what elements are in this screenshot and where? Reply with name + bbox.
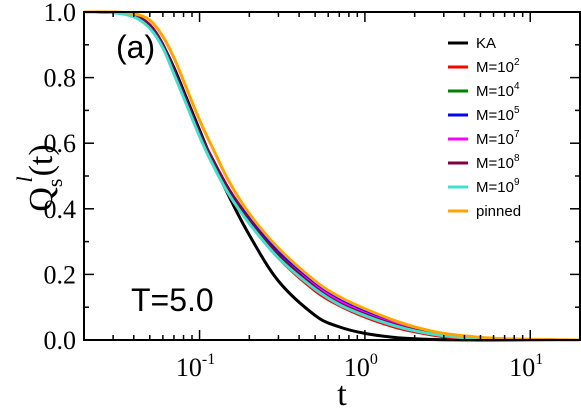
y-axis-label-sup: l	[12, 176, 37, 182]
legend-entry-exponent: 4	[514, 81, 520, 92]
legend-entry: M=102	[476, 57, 520, 76]
x-tick-label: 10-1	[176, 351, 215, 382]
legend-entry-label: M=10	[476, 59, 514, 76]
legend-entry-label: M=10	[476, 83, 514, 100]
legend-entry-exponent: 5	[514, 105, 520, 116]
x-tick-label-base: 10	[509, 353, 535, 382]
legend-entry-label: M=10	[476, 179, 514, 196]
legend-entry-exponent: 7	[514, 129, 520, 140]
y-tick-label: 0.6	[44, 129, 77, 158]
legend-entry-label: pinned	[476, 203, 521, 220]
legend-entry: M=107	[476, 129, 520, 148]
y-axis-label: Qsl(t)	[12, 144, 67, 211]
legend-entry-exponent: 2	[514, 57, 520, 68]
x-axis-label: t	[337, 376, 347, 410]
y-tick-label: 0.4	[44, 195, 77, 224]
x-tick-label-exponent: 0	[370, 351, 378, 368]
y-axis-label-base: Q	[23, 187, 60, 212]
x-tick-label-exponent: -1	[202, 351, 215, 368]
legend-entry: M=108	[476, 153, 520, 172]
legend-entry-label: M=10	[476, 131, 514, 148]
series-curves	[83, 10, 581, 342]
legend-entry: M=109	[476, 177, 520, 196]
panel-label: (a)	[116, 29, 155, 65]
legend-entry-label: M=10	[476, 107, 514, 124]
legend-entry-label: M=10	[476, 155, 514, 172]
y-tick-label: 1.0	[44, 0, 77, 27]
x-tick-label-base: 10	[344, 353, 370, 382]
legend-entry: pinned	[476, 203, 521, 220]
legend-entry: KA	[476, 35, 496, 52]
x-tick-label: 101	[509, 351, 543, 382]
x-tick-label-base: 10	[176, 353, 202, 382]
y-tick-label: 0.8	[44, 64, 77, 93]
y-axis-label-suffix: (t)	[23, 144, 60, 176]
y-tick-label: 0.2	[44, 260, 77, 289]
legend-entry-label: KA	[476, 35, 496, 52]
axis-ticks	[83, 11, 581, 341]
legend-entry-exponent: 8	[514, 153, 520, 164]
legend-entry: M=105	[476, 105, 520, 124]
y-axis-label-sub: s	[42, 179, 67, 188]
x-tick-label-exponent: 1	[535, 351, 543, 368]
temperature-annotation: T=5.0	[131, 282, 214, 318]
y-tick-label: 0.0	[44, 326, 77, 355]
legend-entry: M=104	[476, 81, 520, 100]
series-line-pinned	[83, 10, 581, 342]
legend-entry-exponent: 9	[514, 177, 520, 188]
x-tick-label: 100	[344, 351, 378, 382]
